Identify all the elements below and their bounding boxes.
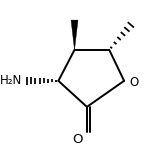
Polygon shape — [71, 20, 78, 50]
Text: O: O — [72, 133, 83, 146]
Text: H₂N: H₂N — [0, 74, 23, 87]
Text: O: O — [130, 76, 139, 89]
